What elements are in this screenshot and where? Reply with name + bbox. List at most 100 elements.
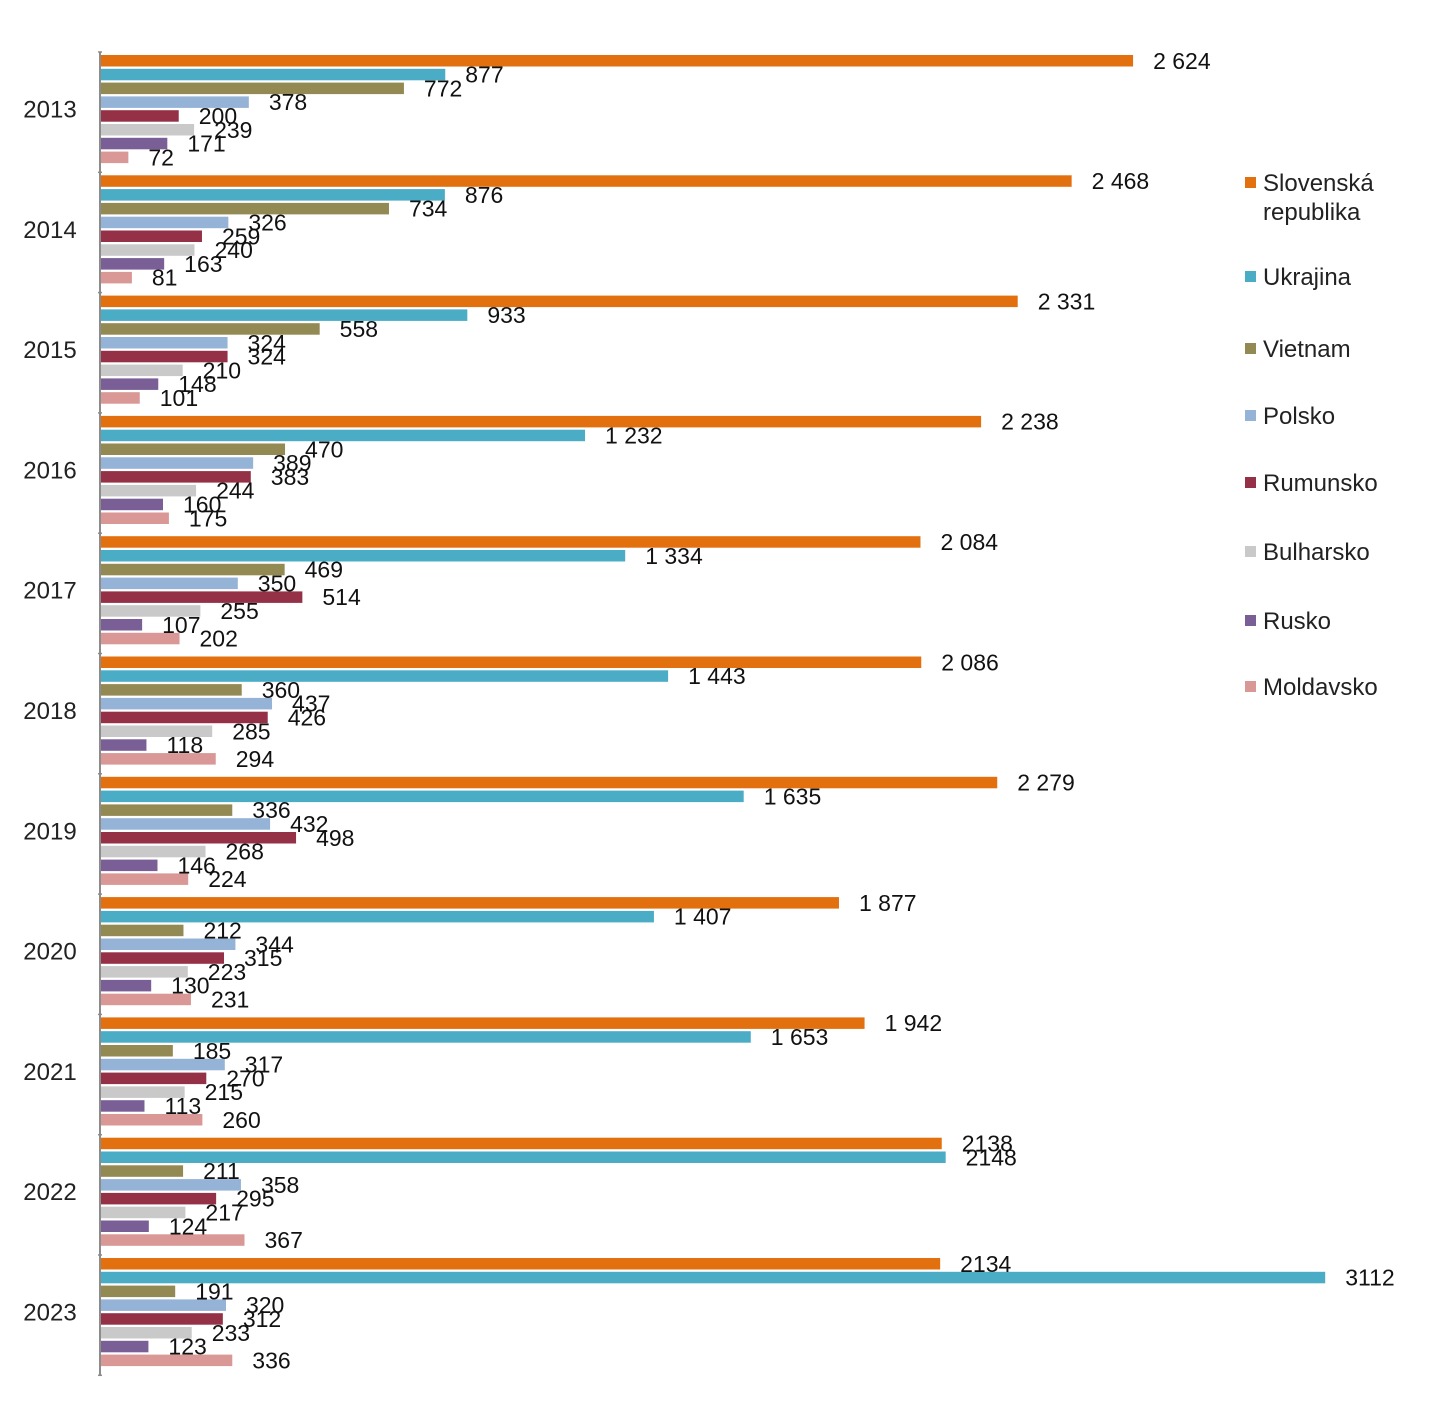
value-label-vietnam-2020: 212: [203, 917, 241, 943]
bar-slovenská-republika-2014: [100, 175, 1072, 187]
bar-rumunsko-2022: [100, 1192, 217, 1205]
value-label-vietnam-2023: 191: [195, 1278, 233, 1304]
bar-vietnam-2015: [100, 323, 320, 335]
value-label-vietnam-2017: 469: [305, 557, 343, 583]
value-label-polsko-2019: 432: [290, 811, 328, 837]
bar-bulharsko-2019: [100, 845, 206, 858]
bar-ukrajina-2017: [100, 550, 626, 562]
bar-vietnam-2014: [100, 202, 389, 215]
value-label-moldavsko-2022: 367: [264, 1227, 302, 1253]
value-label-rumunsko-2014: 259: [222, 223, 260, 249]
bar-polsko-2023: [100, 1299, 226, 1311]
bar-ukrajina-2022: [100, 1151, 946, 1163]
bar-vietnam-2022: [100, 1165, 184, 1177]
value-label-ukrajina-2023: 3112: [1345, 1265, 1394, 1291]
bar-slovenská-republika-2020: [100, 897, 839, 909]
bar-moldavsko-2022: [100, 1234, 245, 1246]
bar-vietnam-2018: [100, 684, 242, 696]
value-label-bulharsko-2014: 240: [214, 237, 252, 263]
value-label-bulharsko-2016: 244: [216, 478, 255, 504]
bar-rumunsko-2018: [100, 711, 268, 724]
value-label-rusko-2023: 123: [168, 1334, 206, 1360]
bar-vietnam-2017: [100, 563, 285, 576]
value-label-moldavsko-2014: 81: [152, 265, 178, 291]
value-label-vietnam-2018: 360: [262, 677, 300, 703]
value-label-ukrajina-2021: 1 653: [771, 1024, 829, 1050]
bar-rumunsko-2017: [100, 591, 303, 603]
legend-swatch-moldavsko: [1245, 681, 1256, 692]
value-label-polsko-2018: 437: [292, 691, 330, 717]
bar-slovenská-republika-2019: [100, 776, 998, 789]
bar-vietnam-2023: [100, 1285, 176, 1298]
value-label-rumunsko-2023: 312: [243, 1306, 281, 1332]
category-label-2018: 2018: [23, 698, 76, 725]
bar-rumunsko-2016: [100, 471, 251, 483]
legend-swatch-vietnam: [1245, 343, 1256, 354]
legend-swatch-rusko: [1245, 615, 1256, 626]
value-label-moldavsko-2015: 101: [160, 385, 198, 411]
bar-ukrajina-2015: [100, 309, 468, 321]
bar-polsko-2015: [100, 337, 228, 349]
value-label-vietnam-2022: 211: [203, 1158, 240, 1184]
value-label-rusko-2022: 124: [169, 1213, 208, 1239]
bar-moldavsko-2015: [100, 392, 140, 404]
value-label-bulharsko-2020: 223: [208, 959, 246, 985]
value-label-rumunsko-2020: 315: [244, 945, 282, 971]
legend-label-slovenská-republika: Slovenská republika: [1263, 170, 1374, 226]
value-label-slovenská-republika-2022: 2138: [962, 1130, 1013, 1156]
legend-label-vietnam: Vietnam: [1263, 336, 1351, 363]
value-label-ukrajina-2013: 877: [465, 62, 503, 88]
bar-rusko-2016: [100, 498, 163, 511]
bar-bulharsko-2021: [100, 1086, 185, 1098]
bar-slovenská-republika-2017: [100, 536, 921, 548]
value-label-vietnam-2014: 734: [409, 196, 448, 222]
value-label-bulharsko-2017: 255: [220, 598, 258, 624]
value-label-rusko-2013: 171: [187, 131, 225, 157]
legend-swatch-rumunsko: [1245, 477, 1256, 488]
value-label-vietnam-2013: 772: [424, 75, 462, 101]
bar-polsko-2022: [100, 1179, 241, 1191]
value-label-slovenská-republika-2013: 2 624: [1153, 48, 1211, 74]
value-label-bulharsko-2018: 285: [232, 718, 270, 744]
bar-rusko-2023: [100, 1340, 149, 1353]
category-axis: 2013 2014 2015 2016 2017 2018 2019 2020 2021 2022…: [23, 51, 102, 1377]
value-label-slovenská-republika-2015: 2 331: [1038, 288, 1096, 314]
value-label-rusko-2014: 163: [184, 251, 222, 277]
legend-label-rumunsko: Rumunsko: [1263, 470, 1378, 497]
value-label-ukrajina-2019: 1 635: [764, 783, 822, 809]
legend-label-ukrajina: Ukrajina: [1263, 264, 1352, 291]
bar-ukrajina-2013: [100, 68, 446, 81]
bar-moldavsko-2013: [100, 151, 129, 164]
bar-slovenská-republika-2023: [100, 1258, 941, 1270]
value-label-bulharsko-2022: 217: [205, 1199, 243, 1225]
bar-rusko-2015: [100, 378, 159, 390]
bar-rusko-2017: [100, 619, 143, 631]
bar-rumunsko-2014: [100, 230, 202, 242]
category-label-2022: 2022: [23, 1179, 76, 1206]
value-label-moldavsko-2016: 175: [189, 505, 227, 531]
bar-polsko-2018: [100, 697, 273, 710]
value-label-slovenská-republika-2016: 2 238: [1001, 409, 1059, 435]
value-label-ukrajina-2015: 933: [487, 302, 525, 328]
legend-label-rusko: Rusko: [1263, 608, 1331, 635]
category-label-2016: 2016: [23, 457, 76, 484]
bar-bulharsko-2023: [100, 1327, 192, 1339]
bar-rusko-2020: [100, 979, 152, 992]
category-label-2017: 2017: [23, 578, 76, 605]
bar-polsko-2013: [100, 96, 249, 108]
bar-polsko-2021: [100, 1058, 225, 1071]
value-label-bulharsko-2019: 268: [226, 839, 264, 865]
category-label-2014: 2014: [23, 217, 76, 244]
bar-bulharsko-2020: [100, 966, 188, 978]
bar-moldavsko-2019: [100, 873, 189, 885]
bar-rumunsko-2013: [100, 110, 179, 122]
bar-bulharsko-2014: [100, 244, 195, 256]
bar-slovenská-republika-2018: [100, 656, 922, 668]
value-label-rusko-2015: 148: [178, 371, 216, 397]
legend: Slovenská republika Ukrajina Vietnam Polsko R…: [1245, 170, 1378, 701]
bar-rumunsko-2015: [100, 350, 228, 363]
bar-ukrajina-2020: [100, 910, 654, 923]
value-label-slovenská-republika-2023: 2134: [960, 1251, 1011, 1277]
bar-slovenská-republika-2022: [100, 1137, 942, 1150]
